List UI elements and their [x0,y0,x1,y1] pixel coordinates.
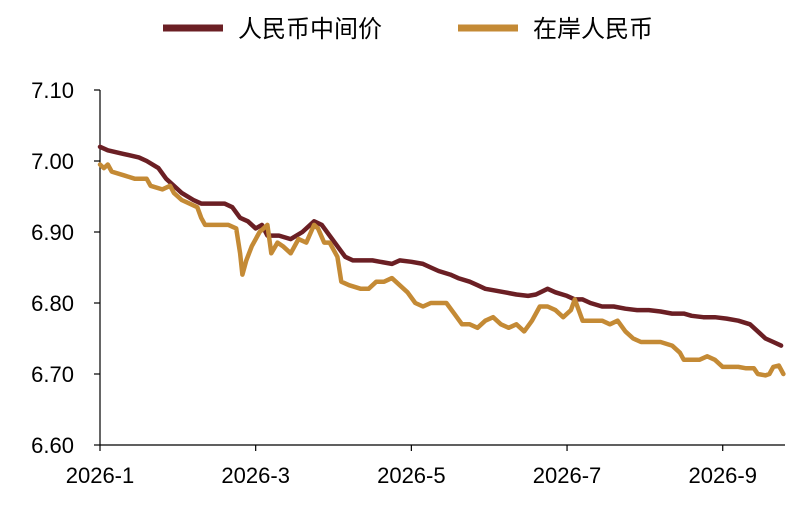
legend-label-0: 人民币中间价 [238,15,382,43]
y-tick-label: 6.60 [31,433,74,458]
legend-label-1: 在岸人民币 [533,15,653,43]
y-tick-label: 6.80 [31,291,74,316]
y-axis: 7.10 7.00 6.90 6.80 6.70 6.60 [31,78,101,458]
x-tick-label: 2026-7 [533,463,602,488]
y-tick-label: 7.00 [31,149,74,174]
series-line-0 [97,144,784,348]
x-axis: 2026-1 2026-3 2026-5 2026-7 2026-9 [66,444,785,488]
y-tick-label: 6.90 [31,220,74,245]
series-group [97,144,786,378]
series-line-1 [97,162,786,378]
legend: 人民币中间价 在岸人民币 [163,15,653,43]
x-tick-label: 2026-1 [66,463,135,488]
y-tick-label: 7.10 [31,78,74,103]
y-tick-label: 6.70 [31,362,74,387]
x-tick-label: 2026-5 [377,463,446,488]
x-tick-label: 2026-3 [221,463,290,488]
x-tick-label: 2026-9 [688,463,757,488]
